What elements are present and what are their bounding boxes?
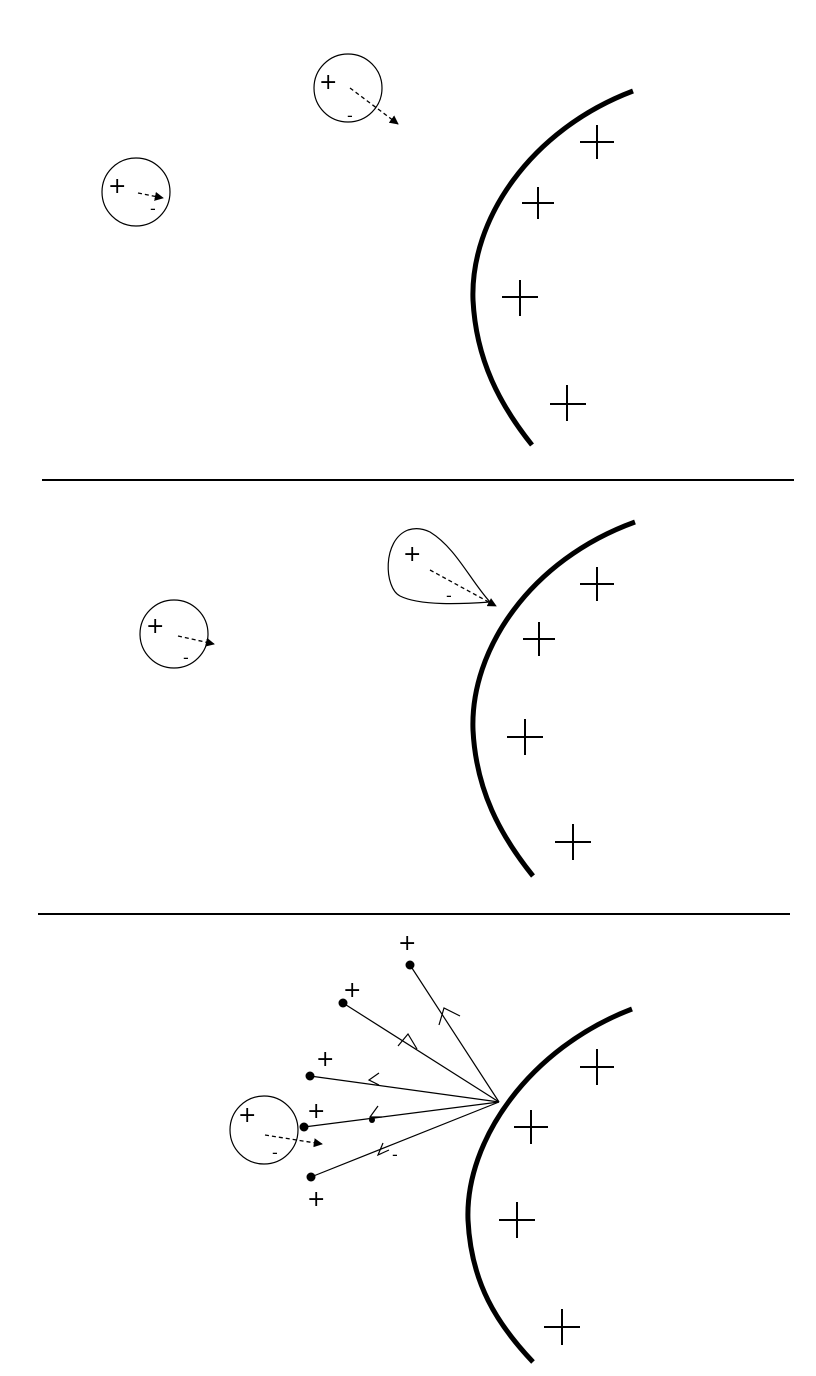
surface-charges [499,1049,614,1345]
electron-minus-label: - [183,648,189,667]
polarized-atom: + - [387,528,497,607]
field-line [303,1101,500,1128]
ion-plus-label: + [398,931,416,956]
electron-minus-label: - [347,106,353,125]
field-direction-chevron [368,1105,382,1118]
surface-plus-sign [523,622,555,656]
nucleus-plus-label: + [319,70,337,95]
field-line [409,964,500,1103]
dipole-arrow [264,1134,323,1148]
surface-plus-sign [555,824,591,860]
surface-plus-sign [550,385,586,421]
panel-1: + - + - [101,53,634,447]
surface-plus-sign [544,1309,580,1345]
panel-2: + - + - [139,519,636,878]
field-line [309,1075,500,1103]
surface-charges [507,567,614,860]
field-direction-chevron [438,1007,461,1026]
neutral-atom: + - [101,157,171,227]
field-lines [303,964,500,1178]
surface-plus-sign [499,1202,535,1238]
neutral-atom: + - [313,53,399,125]
ion-plus-label: + [316,1047,334,1072]
surface-plus-sign [580,125,614,159]
ion-dot [369,1117,375,1123]
dipole-arrow [349,87,399,125]
ion-plus-label: + [343,978,361,1003]
ion-dot [405,960,415,970]
electron-minus-label: - [446,586,452,605]
electron-cloud [313,53,383,123]
ion-plus-label: + [307,1099,325,1124]
field-direction-chevron [367,1072,380,1086]
electron-minus-label: - [272,1143,278,1162]
surface-charges [502,125,614,421]
field-direction-chevron [376,1142,390,1157]
ion-dot [338,998,348,1008]
electron-cloud [229,1095,299,1165]
electron-cloud [101,157,171,227]
neutral-atom: + - [139,599,215,669]
surface-plus-sign [507,719,543,755]
field-line [342,1002,500,1103]
dipole-arrow [177,635,215,647]
electron-minus-label: - [150,199,156,218]
charged-surface-curve [470,88,634,447]
dipole-arrow [429,569,497,607]
dipole-arrow [137,191,164,201]
ion-dot [306,1172,316,1182]
field-direction-chevron [397,1032,418,1050]
nucleus-plus-label: + [146,614,164,639]
panel-3: + + + + + + - - [229,931,633,1364]
surface-plus-sign [514,1110,548,1144]
surface-plus-sign [502,280,538,316]
surface-plus-sign [580,1049,614,1085]
charged-surface-curve [470,519,636,878]
ion-dot [305,1071,315,1081]
electron-minus-label: - [392,1145,398,1164]
nucleus-plus-label: + [108,174,126,199]
charged-surface-curve [465,1006,633,1364]
ion-plus-label: + [307,1187,325,1212]
neutral-atom: + - [229,1095,323,1165]
ion-dot [299,1122,309,1132]
surface-plus-sign [580,567,614,601]
nucleus-plus-label: + [238,1103,256,1128]
field-line [310,1101,500,1178]
ion-dots [299,960,415,1182]
nucleus-plus-label: + [403,542,421,567]
ion-plus-labels: + + + + + [307,931,416,1212]
surface-plus-sign [522,187,554,219]
electron-cloud [139,599,209,669]
